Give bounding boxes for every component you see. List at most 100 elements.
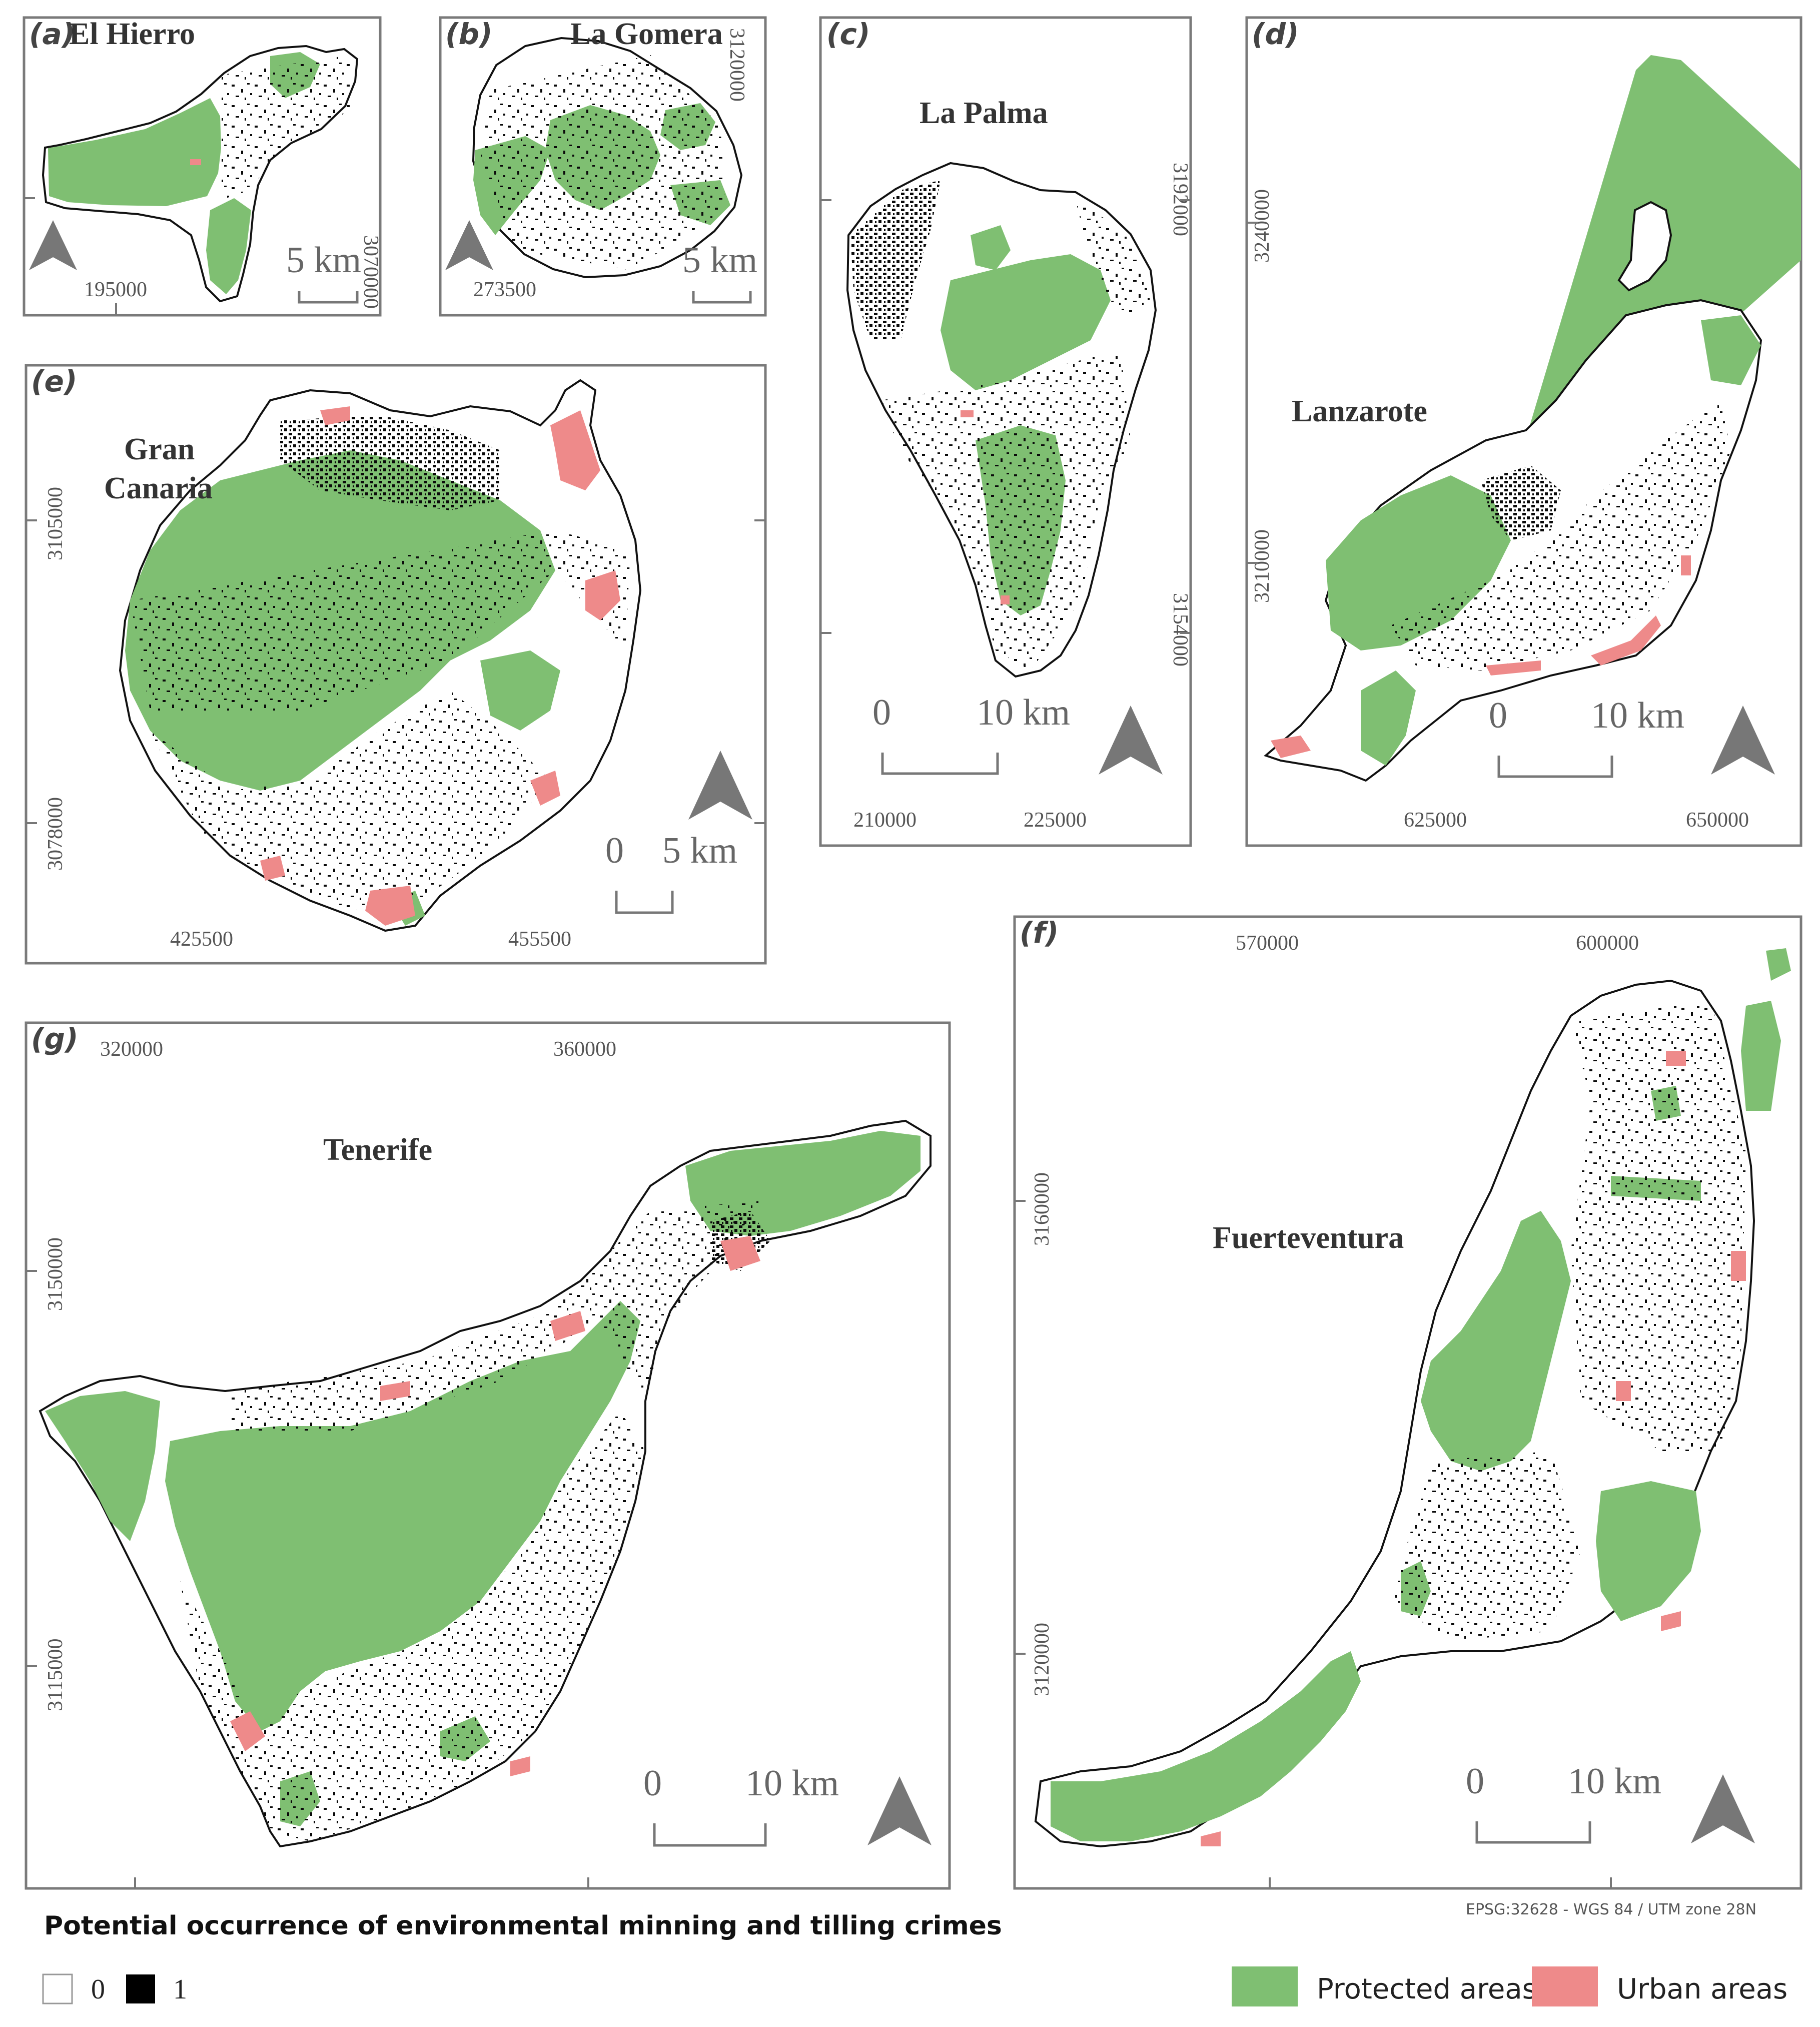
panel-a-x-coord: 195000 xyxy=(84,278,147,301)
fuerteventura-urban-jandia xyxy=(1201,1831,1221,1846)
panel-e-gran-canaria: (e) Gran Canaria 3105000 3078000 0 5 km … xyxy=(25,364,767,965)
panel-f-y-coord-bottom: 3120000 xyxy=(1031,1623,1054,1696)
panel-e-x-coord-left: 425500 xyxy=(170,928,233,951)
panel-g-scale-label: 10 km xyxy=(745,1763,839,1804)
panel-a-scale-label: 5 km xyxy=(286,240,361,281)
panel-a-letter: (a) xyxy=(29,17,75,51)
legend-swatch-protected xyxy=(1232,1966,1298,2006)
tenerife-urban-south-east xyxy=(510,1756,530,1776)
la-palma-urban-south xyxy=(1001,595,1010,604)
north-arrow-icon xyxy=(1099,706,1163,775)
panel-g-x-coord-right: 360000 xyxy=(553,1038,616,1061)
la-palma-occurrence-nw xyxy=(850,180,941,340)
panel-c-y-coord-bottom: 3154000 xyxy=(1169,593,1192,666)
panel-b-title: La Gomera xyxy=(570,17,723,51)
tenerife-protected-teno xyxy=(45,1391,160,1541)
gran-canaria-urban-east xyxy=(530,771,560,806)
fuerteventura-protected-ne xyxy=(1741,1001,1781,1111)
legend-label-protected: Protected areas xyxy=(1317,1973,1537,2005)
panel-b-scale-bar xyxy=(692,291,752,304)
lanzarote-urban-south xyxy=(1486,660,1541,675)
tenerife-protected-teide xyxy=(165,1301,640,1731)
la-graciosa-island xyxy=(1617,201,1672,292)
tenerife-urban-puerto xyxy=(380,1381,410,1401)
panel-f-fuerteventura: (f) 570000 600000 Fuerteventura 3160000 … xyxy=(1013,915,1802,1890)
north-arrow-icon xyxy=(688,751,752,820)
lanzarote-protected-south xyxy=(1361,670,1416,766)
legend-swatch-0 xyxy=(42,1973,73,2004)
panel-e-y-coord-top: 3105000 xyxy=(44,487,67,560)
fuerteventura-urban-south xyxy=(1661,1611,1681,1631)
panel-f-x-coord-left: 570000 xyxy=(1236,932,1299,955)
panel-f-letter: (f) xyxy=(1020,916,1059,950)
panel-d-scale-label: 10 km xyxy=(1591,695,1684,736)
el-hierro-occurrence xyxy=(220,55,350,200)
lanzarote-urban-arrecife xyxy=(1591,615,1661,665)
tenerife-urban-north xyxy=(550,1311,585,1341)
north-arrow-icon xyxy=(1691,1774,1755,1843)
la-palma-urban xyxy=(961,410,974,417)
panel-d-title: Lanzarote xyxy=(1292,394,1427,428)
panel-f-scale-zero: 0 xyxy=(1466,1761,1484,1802)
fuerteventura-urban-mid xyxy=(1616,1381,1631,1401)
tenerife-occurrence-south xyxy=(180,1411,645,1841)
panel-c-la-palma: (c) La Palma 3192000 3154000 0 10 km 210… xyxy=(819,16,1192,847)
panel-e-x-coord-right: 455500 xyxy=(508,928,571,951)
panel-a-el-hierro: (a) El Hierro 195000 3070000 5 km xyxy=(23,16,382,317)
lanzarote-urban-west xyxy=(1271,736,1311,758)
panel-c-title: La Palma xyxy=(920,96,1048,130)
panel-c-scale-zero: 0 xyxy=(872,692,891,733)
fuerteventura-protected-jandia xyxy=(1051,1651,1361,1841)
panel-e-title-line1: Gran xyxy=(124,432,195,466)
legend-label-urban: Urban areas xyxy=(1617,1973,1787,2005)
lanzarote-protected-north xyxy=(1701,315,1761,385)
panel-a-scale-bar xyxy=(298,291,359,304)
la-palma-protected-north xyxy=(971,225,1011,270)
panel-e-y-coord-bottom: 3078000 xyxy=(44,797,67,871)
legend-label-1: 1 xyxy=(173,1974,187,2005)
la-palma-protected-caldera xyxy=(941,254,1111,390)
el-hierro-urban xyxy=(190,159,201,165)
legend-label-0: 0 xyxy=(91,1974,105,2005)
fuerteventura-protected-jandia-east xyxy=(1596,1481,1701,1621)
panel-c-scale-label: 10 km xyxy=(977,692,1070,733)
panel-d-y-coord-top: 3240000 xyxy=(1251,189,1274,263)
panel-d-y-coord-bottom: 3210000 xyxy=(1251,529,1274,603)
north-arrow-icon xyxy=(867,1776,932,1845)
panel-g-scale-zero: 0 xyxy=(643,1763,662,1804)
legend: Potential occurrence of environmental mi… xyxy=(42,1901,1787,2006)
panel-f-scale-bar xyxy=(1475,1821,1591,1844)
gran-canaria-occurrence-south xyxy=(150,691,550,911)
el-hierro-protected-south xyxy=(206,198,251,294)
panel-e-letter: (e) xyxy=(31,364,77,398)
panel-f-title: Fuerteventura xyxy=(1213,1221,1404,1255)
panel-a-y-coord: 3070000 xyxy=(359,235,382,309)
gran-canaria-urban-sw xyxy=(260,856,285,881)
panel-c-scale-bar xyxy=(881,753,999,775)
fuerteventura-urban-puerto xyxy=(1731,1251,1746,1281)
gran-canaria-urban-maspalomas xyxy=(365,886,415,926)
panel-g-letter: (g) xyxy=(31,1022,79,1056)
la-palma-occurrence-ne xyxy=(1076,200,1151,320)
legend-swatch-1 xyxy=(126,1974,155,2003)
panel-b-scale-label: 5 km xyxy=(682,240,757,281)
north-arrow-icon xyxy=(29,220,77,270)
panel-b-x-coord: 273500 xyxy=(473,278,536,301)
north-arrow-icon xyxy=(1711,706,1775,775)
panel-a-title: El Hierro xyxy=(69,17,195,51)
legend-title: Potential occurrence of environmental mi… xyxy=(44,1911,1002,1941)
lobos-islet xyxy=(1766,948,1791,981)
panel-d-scale-bar xyxy=(1497,756,1613,778)
gran-canaria-urban-telde xyxy=(585,570,620,620)
lanzarote-urban-east xyxy=(1681,555,1691,575)
panel-e-title-line2: Canaria xyxy=(104,471,213,505)
panel-d-scale-zero: 0 xyxy=(1489,695,1507,736)
panel-b-la-gomera: (b) La Gomera 273500 3120000 5 km xyxy=(439,16,767,317)
fuerteventura-occurrence-mid xyxy=(1391,1451,1581,1641)
panel-d-letter: (d) xyxy=(1252,17,1299,51)
panel-f-scale-label: 10 km xyxy=(1568,1761,1661,1802)
legend-swatch-urban xyxy=(1532,1966,1598,2006)
tenerife-urban-santa-cruz xyxy=(720,1236,760,1271)
panel-g-title: Tenerife xyxy=(323,1133,432,1167)
